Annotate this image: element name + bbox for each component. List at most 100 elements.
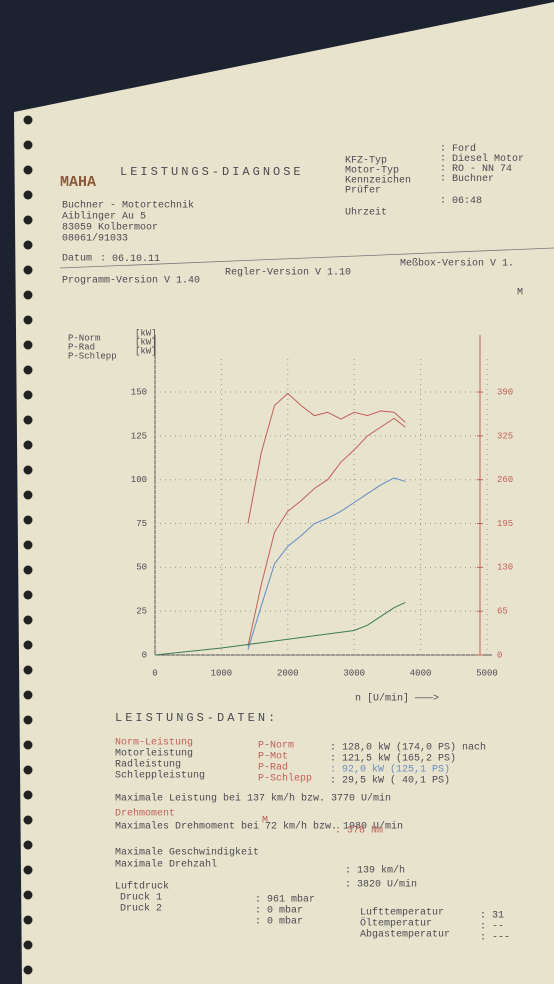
punch-holes: [23, 115, 33, 975]
paper: [14, 2, 554, 984]
y2-tick-label: 0: [497, 650, 502, 660]
field-label: Kennzeichen: [345, 175, 411, 187]
y2-tick-label: 260: [497, 475, 513, 485]
y2-tick-label: 65: [497, 607, 508, 617]
torque-label: Drehmoment: [115, 808, 175, 820]
y-tick-label: 100: [131, 475, 147, 485]
address: 83059 Kolbermoor: [62, 222, 158, 234]
version: Regler-Version V 1.10: [225, 267, 351, 279]
y-tick-label: 75: [136, 519, 147, 529]
y-tick-label: 150: [131, 387, 147, 397]
row-value: : 121,5 kW (165,2 PS): [330, 753, 456, 765]
legend-entry: P-Schlepp: [68, 351, 117, 361]
hole: [23, 440, 33, 450]
pressure-label: Druck 1: [120, 892, 162, 904]
address: 08061/91033: [62, 233, 128, 245]
hole: [23, 415, 33, 425]
y-tick-label: 125: [131, 431, 147, 441]
hole: [23, 465, 33, 475]
row-symbol: P-Mot: [258, 752, 288, 763]
hole: [23, 815, 33, 825]
hole: [23, 315, 33, 325]
x-tick-label: 0: [152, 668, 157, 678]
field-label: KFZ-Typ: [345, 156, 387, 167]
field-label: Uhrzeit: [345, 207, 387, 219]
hole: [23, 290, 33, 300]
rpm-label: Maximale Drehzahl: [115, 859, 217, 871]
row-value: : 128,0 kW (174,0 PS) nach: [330, 742, 486, 754]
legend-entry: P-Norm: [68, 333, 100, 343]
hole: [23, 740, 33, 750]
hole: [23, 615, 33, 625]
data-title: LEISTUNGS-DATEN:: [115, 711, 278, 725]
field-value: : Ford: [440, 143, 476, 155]
max-torque: Maximales Drehmoment bei 72 km/h bzw. 19…: [115, 821, 403, 833]
hole: [23, 640, 33, 650]
hole: [23, 565, 33, 575]
series-line: [247, 392, 406, 524]
hole: [23, 190, 33, 200]
hole: [23, 515, 33, 525]
hole: [23, 965, 33, 975]
pressure-value: : 0 mbar: [255, 916, 303, 928]
y-tick-label: 25: [136, 607, 147, 617]
hole: [23, 140, 33, 150]
row-symbol: P-Norm: [258, 741, 294, 752]
y2-tick-label: 130: [497, 563, 513, 573]
x-tick-label: 2000: [277, 668, 299, 678]
field-label: Prüfer: [345, 185, 381, 197]
hole: [23, 765, 33, 775]
speed-label: Maximale Geschwindigkeit: [115, 847, 259, 859]
date: : 06.10.11: [100, 254, 160, 265]
hole: [23, 790, 33, 800]
row-label: Norm-Leistung: [115, 737, 193, 749]
temp-value: : ---: [480, 933, 510, 944]
row-label: Motorleistung: [115, 748, 193, 760]
x-axis-label: n [U/min] ———>: [355, 693, 439, 705]
hole: [23, 365, 33, 375]
series-line: [247, 417, 406, 647]
pressure-value: : 961 mbar: [255, 894, 315, 906]
x-tick-label: 3000: [343, 668, 365, 678]
y-tick-label: 0: [142, 650, 147, 660]
row-value: : 29,5 kW ( 40,1 PS): [330, 775, 450, 787]
hole: [23, 115, 33, 125]
hole: [23, 490, 33, 500]
address: Buchner - Motortechnik: [62, 200, 194, 212]
row-label: Schleppleistung: [115, 770, 205, 782]
hole: [23, 840, 33, 850]
pressure-label: Luftdruck: [115, 881, 169, 893]
field-value: : Diesel Motor: [440, 153, 524, 165]
speed-value: : 139 km/h: [345, 865, 405, 877]
title: LEISTUNGS-DIAGNOSE: [120, 165, 304, 179]
field-value: : RO - NN 74: [440, 164, 512, 175]
hole: [23, 915, 33, 925]
hole: [23, 540, 33, 550]
row-symbol: P-Rad: [258, 762, 288, 774]
hole: [23, 690, 33, 700]
logo: MAHA: [60, 174, 96, 191]
pressure-value: : 0 mbar: [255, 905, 303, 917]
y2-tick-label: 325: [497, 431, 513, 441]
torque-value: : 378 Nm: [335, 826, 383, 837]
hole: [23, 215, 33, 225]
temp-value: : --: [480, 922, 504, 933]
temp-label: Öltemperatur: [360, 917, 432, 930]
hole: [23, 265, 33, 275]
x-tick-label: 4000: [410, 668, 432, 678]
legend-unit: [kW]: [135, 328, 157, 338]
torque-symbol: M: [262, 816, 268, 827]
hole: [23, 715, 33, 725]
series-line: [154, 601, 406, 656]
version: Programm-Version V 1.40: [62, 275, 200, 287]
hole: [23, 390, 33, 400]
field-label: Motor-Typ: [345, 166, 399, 177]
temp-label: Abgastemperatur: [360, 929, 450, 941]
x-tick-label: 5000: [476, 668, 498, 678]
legend-entry: P-Rad: [68, 342, 95, 352]
address: Aiblinger Au 5: [62, 211, 146, 223]
hole: [23, 165, 33, 175]
field-value: : 06:48: [440, 196, 482, 207]
rpm-value: : 3820 U/min: [345, 879, 417, 891]
